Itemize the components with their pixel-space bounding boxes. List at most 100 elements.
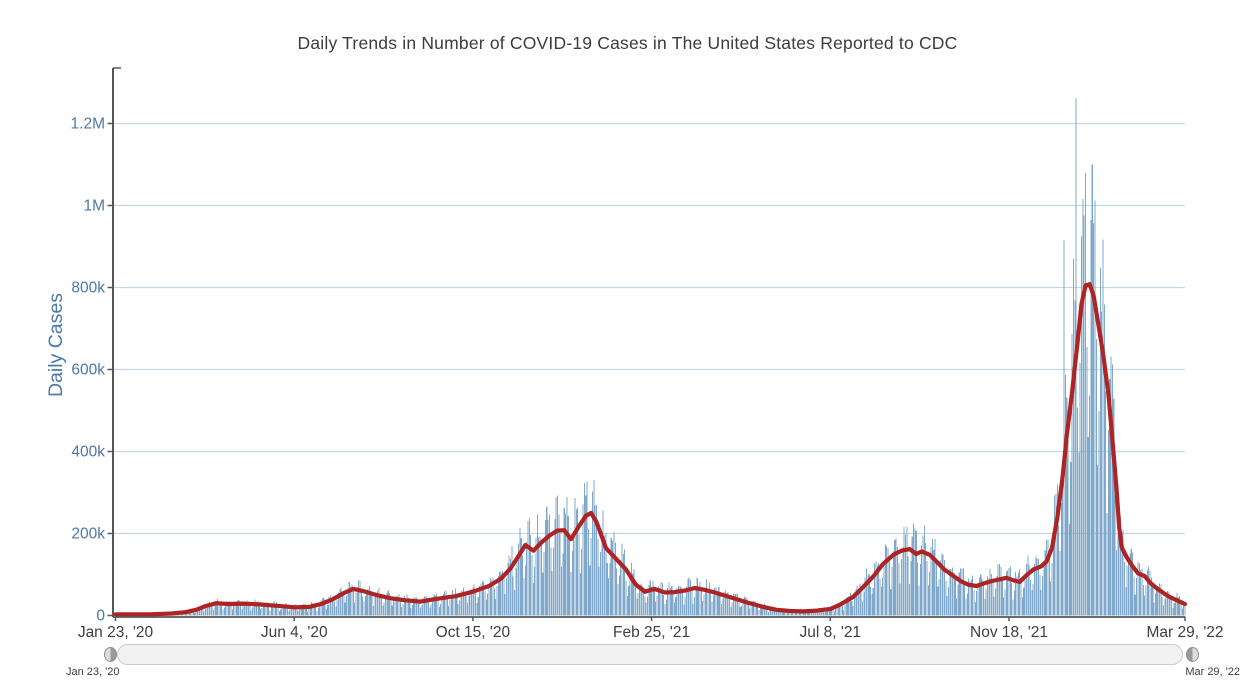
daily-case-bar[interactable] — [891, 566, 893, 616]
daily-case-bar[interactable] — [1009, 566, 1011, 616]
daily-case-bar[interactable] — [299, 608, 301, 616]
daily-case-bar[interactable] — [449, 600, 451, 616]
daily-case-bar[interactable] — [508, 555, 510, 616]
daily-case-bar[interactable] — [832, 607, 834, 616]
daily-case-bar[interactable] — [320, 600, 322, 616]
daily-case-bar[interactable] — [718, 587, 720, 616]
daily-case-bar[interactable] — [808, 611, 810, 616]
daily-case-bar[interactable] — [997, 564, 999, 616]
daily-case-bar[interactable] — [536, 514, 538, 616]
daily-case-bar[interactable] — [548, 514, 550, 616]
daily-case-bar[interactable] — [419, 607, 421, 616]
daily-case-bar[interactable] — [307, 611, 309, 616]
daily-case-bar[interactable] — [1175, 599, 1177, 616]
daily-case-bar[interactable] — [1107, 429, 1109, 616]
daily-case-bar[interactable] — [264, 603, 266, 616]
daily-case-bar[interactable] — [985, 589, 987, 616]
daily-case-bar[interactable] — [304, 604, 306, 616]
daily-case-bar[interactable] — [1103, 304, 1105, 616]
daily-case-bar[interactable] — [1083, 215, 1085, 616]
daily-case-bar[interactable] — [336, 600, 338, 616]
daily-case-bar[interactable] — [788, 611, 790, 616]
daily-case-bar[interactable] — [457, 604, 459, 616]
daily-case-bar[interactable] — [992, 580, 994, 616]
daily-case-bar[interactable] — [677, 585, 679, 616]
daily-case-bar[interactable] — [730, 607, 732, 616]
daily-case-bar[interactable] — [712, 595, 714, 616]
daily-case-bar[interactable] — [1076, 407, 1079, 616]
daily-case-bar[interactable] — [711, 601, 713, 616]
daily-case-bar[interactable] — [692, 603, 694, 616]
daily-case-bar[interactable] — [751, 601, 753, 616]
daily-case-bar[interactable] — [286, 608, 288, 616]
daily-case-bar[interactable] — [469, 589, 471, 616]
daily-case-bar[interactable] — [390, 601, 392, 616]
daily-case-bar[interactable] — [926, 561, 928, 616]
daily-case-bar[interactable] — [550, 547, 552, 616]
daily-case-bar[interactable] — [843, 609, 845, 616]
daily-case-bar[interactable] — [194, 612, 196, 616]
daily-case-bar[interactable] — [1105, 391, 1107, 616]
daily-case-bar[interactable] — [480, 583, 482, 616]
daily-case-bar[interactable] — [673, 602, 675, 616]
daily-case-bar[interactable] — [253, 602, 255, 616]
daily-case-bar[interactable] — [484, 590, 486, 616]
daily-case-bar[interactable] — [512, 576, 514, 616]
daily-case-bar[interactable] — [637, 592, 639, 616]
daily-case-bar[interactable] — [1003, 597, 1005, 616]
daily-case-bar[interactable] — [281, 604, 283, 616]
daily-case-bar[interactable] — [667, 587, 669, 616]
daily-case-bar[interactable] — [1160, 584, 1162, 616]
daily-case-bar[interactable] — [570, 571, 572, 616]
daily-case-bar[interactable] — [970, 579, 972, 616]
daily-case-bar[interactable] — [676, 587, 678, 616]
daily-case-bar[interactable] — [200, 607, 202, 616]
daily-case-bar[interactable] — [707, 588, 709, 616]
daily-case-bar[interactable] — [1051, 562, 1053, 616]
daily-case-bar[interactable] — [511, 546, 513, 616]
daily-case-bar[interactable] — [938, 579, 940, 616]
daily-case-bar[interactable] — [641, 585, 643, 616]
daily-case-bar[interactable] — [376, 591, 378, 616]
daily-case-bar[interactable] — [516, 558, 518, 616]
daily-case-bar[interactable] — [653, 591, 655, 616]
daily-case-bar[interactable] — [514, 589, 516, 616]
daily-case-bar[interactable] — [460, 594, 462, 616]
daily-case-bar[interactable] — [583, 483, 585, 616]
daily-case-bar[interactable] — [831, 606, 833, 616]
daily-case-bar[interactable] — [1070, 462, 1072, 616]
daily-case-bar[interactable] — [505, 578, 507, 616]
daily-case-bar[interactable] — [964, 582, 966, 616]
daily-case-bar[interactable] — [738, 602, 740, 616]
daily-case-bar[interactable] — [468, 595, 470, 616]
daily-case-bar[interactable] — [874, 563, 876, 616]
daily-case-bar[interactable] — [363, 601, 365, 616]
daily-case-bar[interactable] — [374, 597, 376, 616]
daily-case-bar[interactable] — [476, 602, 478, 616]
daily-case-bar[interactable] — [993, 596, 995, 616]
daily-case-bar[interactable] — [704, 589, 706, 616]
daily-case-bar[interactable] — [1044, 550, 1046, 616]
daily-case-bar[interactable] — [687, 578, 689, 616]
daily-case-bar[interactable] — [934, 538, 936, 616]
daily-case-bar[interactable] — [1031, 589, 1033, 616]
daily-case-bar[interactable] — [621, 543, 623, 616]
daily-case-bar[interactable] — [642, 587, 645, 616]
daily-case-bar[interactable] — [1111, 364, 1113, 616]
daily-case-bar[interactable] — [577, 507, 579, 616]
daily-case-bar[interactable] — [714, 588, 716, 616]
daily-case-bar[interactable] — [917, 562, 919, 616]
daily-case-bar[interactable] — [828, 608, 830, 616]
daily-case-bar[interactable] — [911, 536, 913, 616]
daily-case-bar[interactable] — [1060, 503, 1062, 616]
daily-case-bar[interactable] — [543, 551, 545, 616]
daily-case-bar[interactable] — [1145, 585, 1147, 616]
daily-case-bar[interactable] — [520, 538, 522, 616]
daily-case-bar[interactable] — [629, 576, 631, 616]
daily-case-bar[interactable] — [1008, 567, 1010, 616]
daily-case-bar[interactable] — [659, 588, 661, 616]
daily-case-bar[interactable] — [237, 600, 239, 616]
daily-case-bar[interactable] — [362, 596, 364, 616]
daily-case-bar[interactable] — [296, 608, 298, 616]
daily-case-bar[interactable] — [995, 588, 997, 616]
